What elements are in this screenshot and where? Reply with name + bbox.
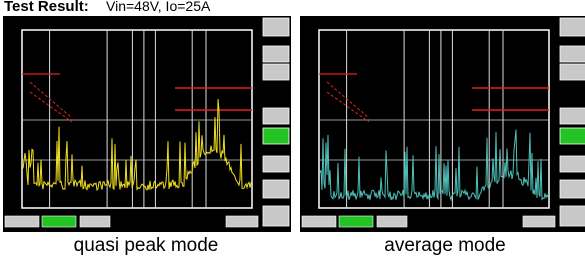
softkey xyxy=(263,128,289,144)
screenshot: Test Result: Vin=48V, Io=25A quasi peak … xyxy=(0,0,585,257)
softkey xyxy=(263,156,289,172)
softkey xyxy=(560,108,585,124)
bottom-key xyxy=(226,216,258,227)
bottom-key xyxy=(523,216,555,227)
title: Test Result: xyxy=(4,0,89,15)
softkey xyxy=(263,64,289,80)
softkey xyxy=(560,46,585,62)
softkey xyxy=(560,64,585,80)
softkey xyxy=(560,18,585,36)
bottom-key xyxy=(5,216,39,227)
caption: average mode xyxy=(384,235,505,256)
softkey xyxy=(263,206,289,226)
bottom-key xyxy=(302,216,336,227)
page: Test Result: Vin=48V, Io=25A quasi peak … xyxy=(0,0,585,257)
softkey xyxy=(263,18,289,36)
softkey xyxy=(560,128,585,144)
softkey xyxy=(560,206,585,226)
bottom-key xyxy=(80,216,110,227)
analyzer-screen xyxy=(3,16,291,232)
bottom-key xyxy=(339,216,373,227)
bottom-key xyxy=(377,216,407,227)
softkey xyxy=(263,180,289,198)
caption: quasi peak mode xyxy=(74,235,219,256)
conditions: Vin=48V, Io=25A xyxy=(106,0,211,14)
softkey xyxy=(263,46,289,62)
softkey xyxy=(560,156,585,172)
softkey xyxy=(263,108,289,124)
bottom-key xyxy=(42,216,76,227)
softkey xyxy=(560,180,585,198)
